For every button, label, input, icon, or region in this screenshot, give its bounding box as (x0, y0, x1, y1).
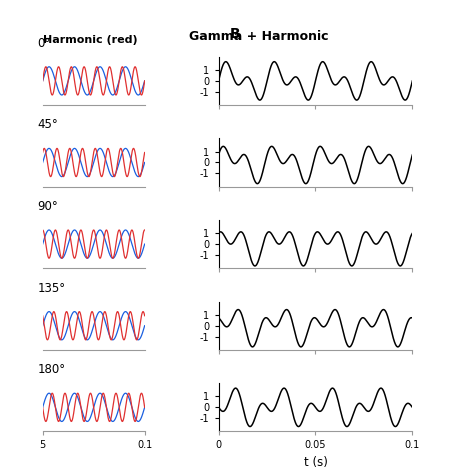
X-axis label: t (s): t (s) (303, 456, 328, 469)
Text: Harmonic (red): Harmonic (red) (43, 35, 137, 45)
Text: B: B (230, 27, 240, 41)
Text: 180°: 180° (37, 363, 66, 376)
Text: 135°: 135° (37, 282, 66, 294)
Text: 90°: 90° (37, 200, 58, 213)
Text: Gamma + Harmonic: Gamma + Harmonic (189, 30, 328, 43)
Text: 45°: 45° (37, 118, 58, 131)
Text: 0°: 0° (37, 36, 51, 50)
